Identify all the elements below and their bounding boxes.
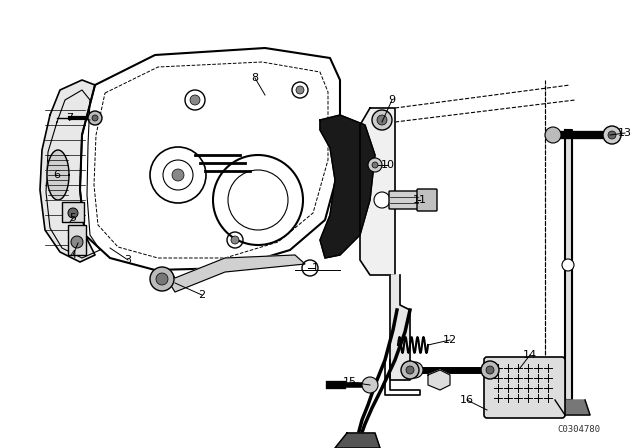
Circle shape	[486, 366, 494, 374]
FancyBboxPatch shape	[417, 189, 437, 211]
Text: 2: 2	[198, 290, 205, 300]
Circle shape	[401, 361, 419, 379]
Text: 1: 1	[312, 263, 319, 273]
Text: 7: 7	[67, 113, 74, 123]
Text: 13: 13	[618, 128, 632, 138]
Text: 5: 5	[70, 213, 77, 223]
Circle shape	[362, 377, 378, 393]
Circle shape	[88, 111, 102, 125]
Circle shape	[156, 273, 168, 285]
Circle shape	[231, 236, 239, 244]
Text: 15: 15	[343, 377, 357, 387]
Circle shape	[372, 162, 378, 168]
FancyBboxPatch shape	[389, 191, 421, 209]
Circle shape	[150, 267, 174, 291]
Polygon shape	[565, 130, 572, 400]
Circle shape	[545, 127, 561, 143]
Text: 4: 4	[69, 250, 77, 260]
Text: C0304780: C0304780	[557, 425, 600, 434]
Text: 8: 8	[252, 73, 259, 83]
Circle shape	[172, 169, 184, 181]
Circle shape	[296, 86, 304, 94]
Text: 6: 6	[54, 170, 61, 180]
Circle shape	[68, 208, 78, 218]
Polygon shape	[170, 255, 305, 292]
Text: 10: 10	[381, 160, 395, 170]
Text: 16: 16	[460, 395, 474, 405]
Circle shape	[92, 115, 98, 121]
Circle shape	[481, 361, 499, 379]
Circle shape	[406, 366, 414, 374]
Polygon shape	[360, 108, 395, 275]
Polygon shape	[428, 370, 450, 390]
Circle shape	[608, 131, 616, 139]
Text: 11: 11	[413, 195, 427, 205]
Polygon shape	[47, 150, 69, 200]
Text: 12: 12	[443, 335, 457, 345]
Polygon shape	[80, 48, 340, 270]
Circle shape	[71, 236, 83, 248]
Circle shape	[374, 192, 390, 208]
Text: 9: 9	[388, 95, 396, 105]
Bar	[62, 202, 84, 222]
Circle shape	[377, 115, 387, 125]
Circle shape	[372, 110, 392, 130]
Circle shape	[603, 126, 621, 144]
Polygon shape	[40, 80, 95, 262]
Circle shape	[368, 158, 382, 172]
Circle shape	[190, 95, 200, 105]
Polygon shape	[335, 433, 380, 448]
Text: 14: 14	[523, 350, 537, 360]
Text: 3: 3	[125, 255, 131, 265]
Polygon shape	[390, 275, 410, 380]
Circle shape	[407, 362, 423, 378]
Polygon shape	[555, 400, 590, 415]
Circle shape	[562, 259, 574, 271]
Polygon shape	[320, 115, 375, 258]
FancyBboxPatch shape	[484, 357, 565, 418]
Bar	[68, 225, 86, 255]
